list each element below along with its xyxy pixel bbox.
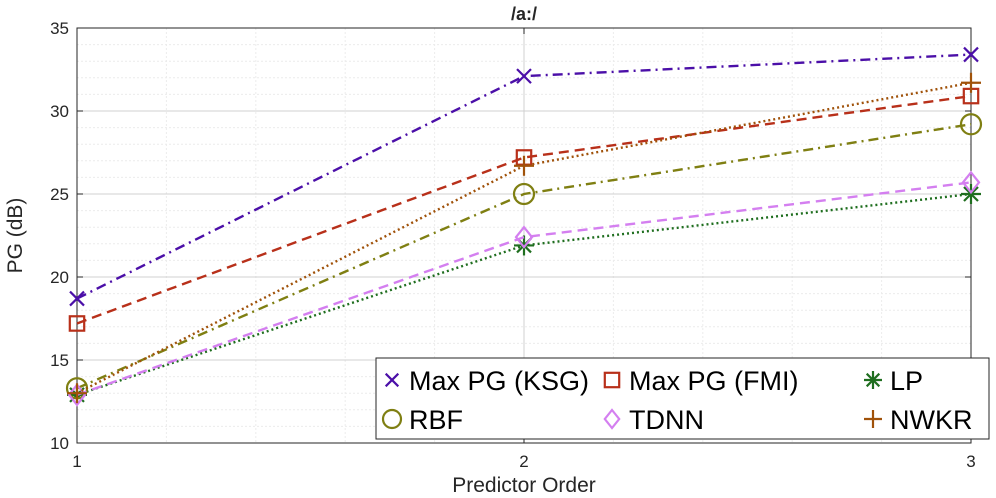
- y-tick-label: 35: [50, 19, 69, 38]
- series-nwkr: [67, 72, 981, 404]
- chart-title: /a:/: [511, 4, 537, 24]
- legend-item-max-pg-fmi: Max PG (FMI): [603, 366, 799, 396]
- legend-marker-lp: [864, 371, 882, 389]
- data-point-rbf: [512, 182, 536, 206]
- legend-marker-tdnn: [603, 408, 621, 430]
- legend-label-nwkr: NWKR: [890, 405, 973, 435]
- y-tick-label: 20: [50, 268, 69, 287]
- data-point-max-pg-ksg: [69, 290, 85, 307]
- legend-item-lp: LP: [864, 366, 923, 396]
- series-layer: [65, 46, 983, 407]
- legend-marker-nwkr: [864, 410, 882, 428]
- series-line-tdnn: [76, 181, 972, 396]
- tick-marks: [76, 27, 972, 444]
- data-point-tdnn: [961, 170, 981, 195]
- y-tick-label: 15: [50, 351, 69, 370]
- series-line-rbf: [76, 123, 972, 390]
- data-point-nwkr: [514, 155, 534, 176]
- legend-item-rbf: RBF: [381, 405, 463, 435]
- series-line-max-pg-fmi: [76, 94, 972, 325]
- y-tick-label: 25: [50, 185, 69, 204]
- legend: Max PG (KSG) Max PG (FMI) LP RBF TDNN NWKR: [375, 357, 990, 440]
- x-axis-title: Predictor Order: [452, 474, 596, 497]
- legend-item-nwkr: NWKR: [864, 405, 973, 435]
- legend-label-max-pg-fmi: Max PG (FMI): [629, 366, 799, 396]
- legend-marker-max-pg-ksg: [384, 372, 400, 388]
- legend-label-tdnn: TDNN: [629, 405, 704, 435]
- legend-marker-rbf: [381, 408, 403, 430]
- legend-marker-max-pg-fmi: [603, 371, 621, 389]
- legend-box: [375, 357, 990, 440]
- data-point-nwkr: [67, 383, 87, 404]
- x-tick-label: 3: [966, 452, 975, 471]
- series-tdnn: [67, 170, 981, 407]
- legend-item-max-pg-ksg: Max PG (KSG): [384, 366, 589, 396]
- tick-labels: 10 15 20 25 30 35 1 2 3: [50, 19, 976, 471]
- legend-item-tdnn: TDNN: [603, 405, 704, 435]
- legend-label-lp: LP: [890, 366, 923, 396]
- series-max-pg-ksg: [69, 46, 979, 307]
- y-axis-title: PG (dB): [4, 198, 27, 274]
- y-tick-label: 10: [50, 434, 69, 453]
- x-tick-label: 1: [72, 452, 81, 471]
- data-point-rbf: [959, 113, 983, 136]
- legend-label-max-pg-ksg: Max PG (KSG): [409, 366, 589, 396]
- data-point-max-pg-ksg: [963, 46, 979, 63]
- data-point-max-pg-fmi: [68, 315, 86, 332]
- data-point-tdnn: [514, 225, 534, 249]
- x-tick-label: 2: [519, 452, 528, 471]
- legend-label-rbf: RBF: [409, 405, 463, 435]
- data-point-max-pg-ksg: [516, 68, 532, 84]
- y-tick-label: 30: [50, 102, 69, 121]
- data-point-nwkr: [961, 72, 981, 93]
